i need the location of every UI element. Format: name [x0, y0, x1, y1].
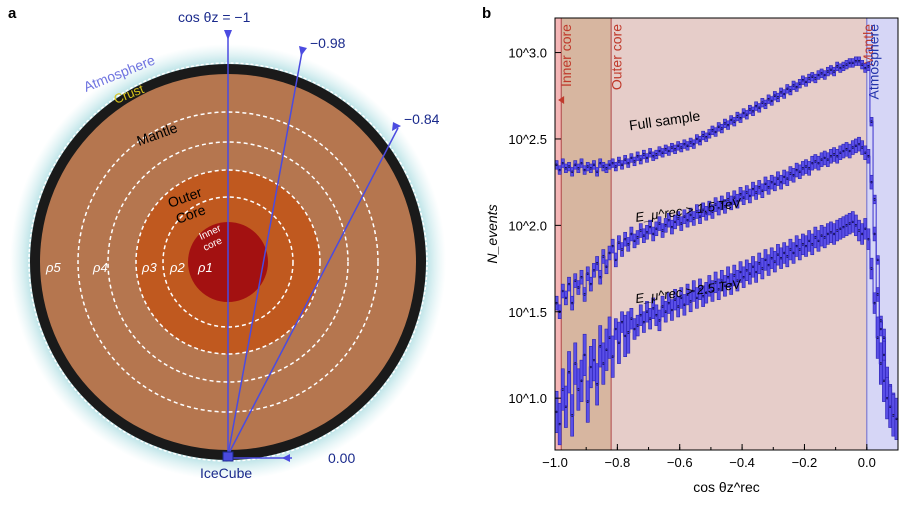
path-cos-minus-0.98 [227, 51, 303, 456]
x-tick-label: 0.0 [858, 455, 876, 470]
path-cos-minus-0.84 [227, 127, 399, 456]
inner-core-arrow [558, 96, 565, 104]
zenith-label-minus-1: cos θz = −1 [178, 9, 251, 25]
region-inner-core [555, 18, 562, 450]
arrow-cos-minus-1 [224, 30, 232, 40]
panel-a-label: a [8, 5, 17, 22]
region-label-0: Inner core [558, 24, 574, 87]
x-tick-label: −0.6 [667, 455, 693, 470]
icecube-label: IceCube [200, 465, 252, 481]
series-2 [554, 211, 899, 446]
plot-frame [554, 17, 899, 451]
density-rho4: ρ4 [92, 260, 108, 275]
outer-core-dash-outer [135, 169, 321, 355]
panel-b-label: b [482, 5, 491, 22]
region-label-3: Atmosphere [866, 24, 882, 100]
arrow-cos-0 [282, 454, 290, 462]
density-rho2: ρ2 [169, 260, 185, 275]
x-tick-label: −1.0 [542, 455, 568, 470]
icecube-detector-icon [222, 451, 234, 462]
y-tick-label: 10^1.5 [508, 305, 547, 320]
zenith-label-minus-0.84: −0.84 [404, 111, 440, 127]
series-line [555, 60, 898, 413]
y-tick-label: 10^2.0 [508, 218, 547, 233]
x-tick-label: −0.4 [729, 455, 755, 470]
y-tick-label: 10^1.0 [508, 391, 547, 406]
mantle-dash-2 [107, 141, 349, 383]
zenith-label-minus-0.98: −0.98 [310, 35, 346, 51]
x-axis-title: cos θz^rec [693, 479, 759, 495]
zenith-label-0: 0.00 [328, 450, 355, 466]
region-label-1: Outer core [609, 24, 625, 90]
y-tick-label: 10^2.5 [508, 132, 547, 147]
series-line [555, 143, 898, 416]
series-line [555, 221, 898, 425]
y-tick-label: 10^3.0 [508, 46, 547, 61]
region-label-2: Mantle [860, 24, 876, 66]
density-rho5: ρ5 [45, 260, 61, 275]
y-axis-title: N_events [484, 204, 500, 263]
x-tick-label: −0.8 [605, 455, 631, 470]
x-tick-label: −0.2 [792, 455, 818, 470]
mantle-dash-1 [77, 111, 379, 413]
chart-b: Inner core Outer core MantleAtmosphereFull… [484, 17, 899, 495]
arrow-cos-minus-0.98 [299, 46, 307, 56]
panel-b: b Inner core Outer core MantleAtmosphereFu… [482, 5, 899, 495]
density-rho3: ρ3 [141, 260, 157, 275]
panel-a: a IceCube cos θz = −1 −0.98 −0.84 0. [8, 5, 446, 481]
density-rho1: ρ1 [197, 260, 213, 275]
arrow-cos-minus-0.84 [392, 122, 401, 131]
